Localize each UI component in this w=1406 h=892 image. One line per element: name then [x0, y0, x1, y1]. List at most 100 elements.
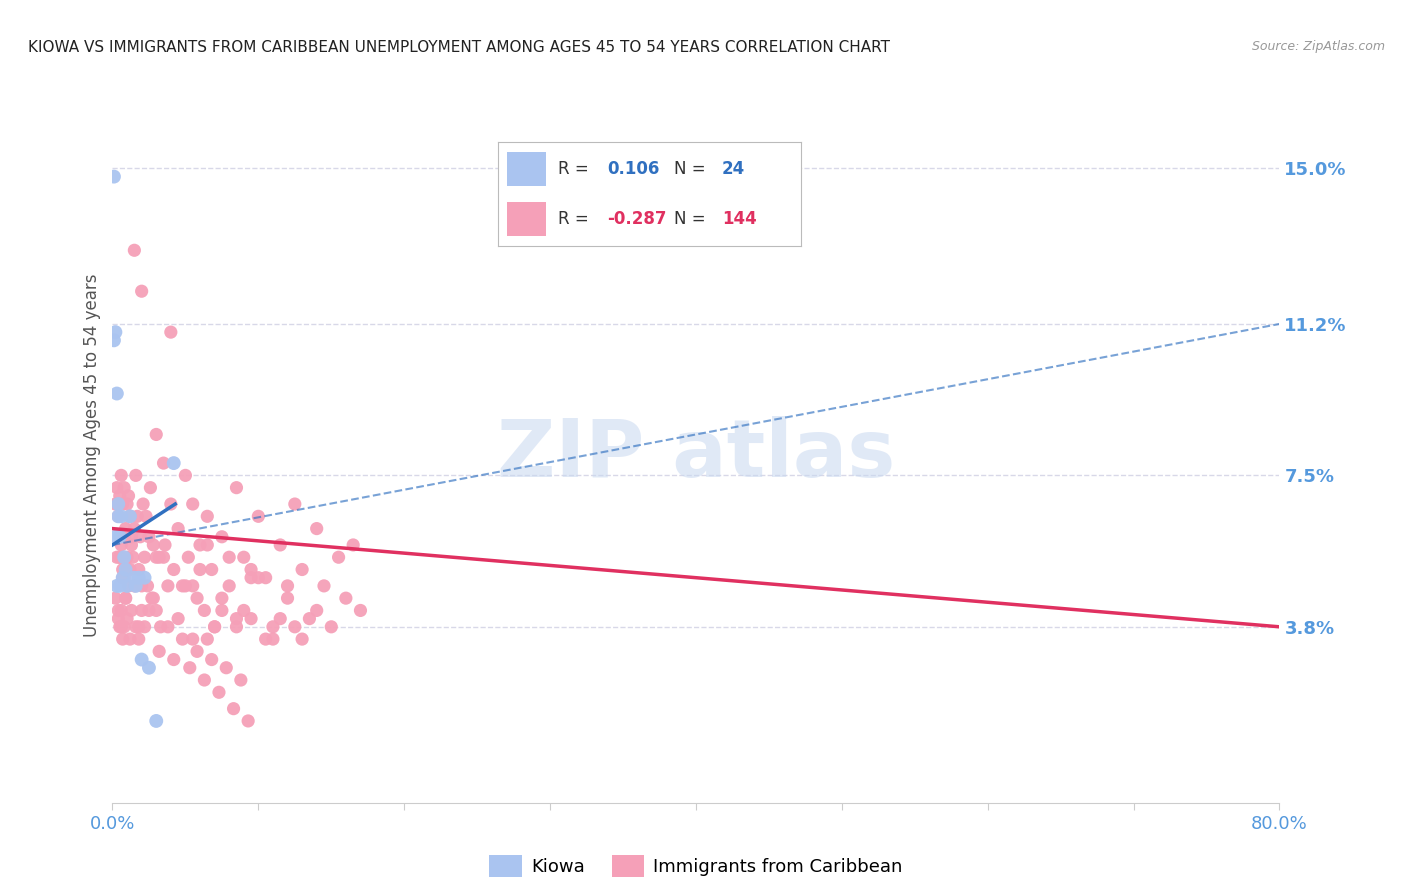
Point	[131, 603, 153, 617]
Point	[128, 632, 150, 646]
Point	[128, 620, 150, 634]
Point	[142, 591, 165, 606]
Text: N =: N =	[673, 210, 710, 228]
Text: KIOWA VS IMMIGRANTS FROM CARIBBEAN UNEMPLOYMENT AMONG AGES 45 TO 54 YEARS CORREL: KIOWA VS IMMIGRANTS FROM CARIBBEAN UNEMP…	[28, 40, 890, 55]
Point	[108, 489, 131, 503]
Point	[112, 620, 135, 634]
Point	[174, 579, 197, 593]
Point	[160, 497, 183, 511]
Point	[181, 632, 204, 646]
Point	[156, 620, 179, 634]
Point	[222, 701, 245, 715]
Text: 0.106: 0.106	[607, 160, 659, 178]
Point	[148, 644, 170, 658]
Point	[254, 571, 277, 585]
Point	[188, 562, 211, 576]
Point	[195, 538, 218, 552]
Point	[186, 591, 208, 606]
Point	[139, 481, 162, 495]
Point	[118, 632, 141, 646]
Text: 24: 24	[723, 160, 745, 178]
Point	[174, 468, 197, 483]
Point	[225, 612, 247, 626]
Point	[125, 579, 148, 593]
Point	[236, 714, 259, 728]
Point	[108, 550, 131, 565]
Point	[105, 481, 128, 495]
Point	[107, 509, 129, 524]
Point	[107, 509, 129, 524]
Point	[179, 661, 201, 675]
Point	[114, 522, 136, 536]
Point	[138, 530, 160, 544]
Point	[254, 632, 277, 646]
Point	[181, 497, 204, 511]
Point	[211, 603, 233, 617]
Point	[131, 579, 153, 593]
Point	[141, 591, 163, 606]
Point	[103, 169, 125, 184]
Point	[156, 579, 179, 593]
Text: 144: 144	[723, 210, 756, 228]
Point	[105, 550, 128, 565]
Point	[211, 530, 233, 544]
Bar	[506, 202, 546, 235]
Point	[117, 579, 139, 593]
Point	[111, 497, 134, 511]
Point	[225, 481, 247, 495]
Point	[204, 620, 226, 634]
Point	[107, 603, 129, 617]
Point	[134, 620, 156, 634]
Point	[232, 550, 254, 565]
Point	[138, 603, 160, 617]
Point	[125, 468, 148, 483]
Point	[193, 673, 215, 687]
Point	[152, 550, 174, 565]
Point	[204, 620, 226, 634]
Point	[104, 530, 127, 544]
Point	[111, 632, 134, 646]
Point	[269, 538, 291, 552]
Point	[284, 497, 307, 511]
Point	[108, 550, 131, 565]
Point	[124, 579, 146, 593]
Point	[125, 620, 148, 634]
Point	[114, 591, 136, 606]
Point	[108, 530, 131, 544]
Point	[149, 620, 172, 634]
Point	[298, 612, 321, 626]
Point	[163, 652, 186, 666]
Point	[128, 571, 150, 585]
Point	[349, 603, 371, 617]
Point	[112, 481, 135, 495]
Point	[115, 579, 138, 593]
Point	[305, 522, 328, 536]
Point	[145, 427, 167, 442]
Point	[127, 509, 149, 524]
Point	[120, 603, 142, 617]
Point	[193, 603, 215, 617]
Point	[112, 571, 135, 585]
Point	[342, 538, 364, 552]
Point	[115, 497, 138, 511]
Point	[177, 550, 200, 565]
Point	[152, 456, 174, 470]
Text: R =: R =	[558, 160, 595, 178]
Point	[188, 538, 211, 552]
Point	[115, 550, 138, 565]
Point	[321, 620, 343, 634]
Point	[160, 325, 183, 339]
Text: R =: R =	[558, 210, 595, 228]
Point	[145, 714, 167, 728]
Point	[104, 325, 127, 339]
Point	[115, 612, 138, 626]
Point	[111, 562, 134, 576]
Y-axis label: Unemployment Among Ages 45 to 54 years: Unemployment Among Ages 45 to 54 years	[83, 273, 101, 637]
Point	[107, 612, 129, 626]
Point	[105, 579, 128, 593]
Point	[247, 509, 270, 524]
Point	[232, 603, 254, 617]
Point	[276, 579, 298, 593]
Point	[131, 284, 153, 298]
Point	[118, 509, 141, 524]
